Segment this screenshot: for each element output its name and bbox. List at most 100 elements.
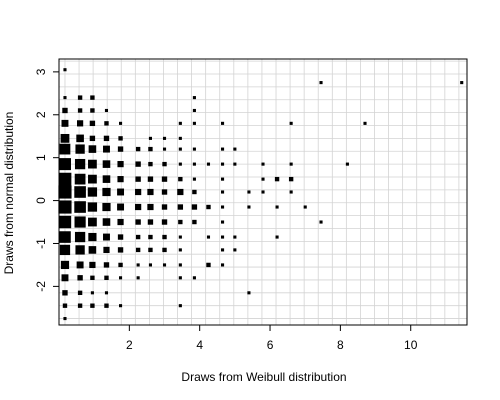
x-tick-label: 8 [337, 338, 344, 352]
data-point [345, 162, 349, 166]
data-point [221, 263, 225, 267]
data-point [117, 247, 124, 253]
data-point [162, 247, 167, 253]
grid-lines [59, 59, 467, 325]
data-point [192, 147, 196, 151]
data-point [75, 245, 85, 255]
data-point [192, 121, 196, 125]
data-point [192, 219, 197, 225]
data-point [221, 205, 225, 209]
data-point [192, 177, 196, 181]
data-point [90, 291, 94, 295]
data-point [74, 158, 86, 170]
data-point [275, 205, 279, 209]
data-point [233, 248, 237, 252]
data-point [90, 303, 95, 308]
data-point [74, 201, 86, 213]
data-point [89, 135, 96, 142]
data-point [161, 219, 168, 225]
data-point [274, 176, 280, 182]
data-point [178, 136, 182, 140]
y-tick-label: 3 [34, 68, 48, 75]
data-point [117, 176, 124, 183]
data-point [77, 303, 83, 308]
data-point [135, 188, 142, 196]
data-point [104, 121, 109, 126]
data-point [88, 145, 97, 153]
data-points [58, 68, 464, 321]
data-point [221, 162, 225, 166]
data-point [104, 108, 109, 113]
data-point [88, 217, 97, 227]
data-point [59, 143, 71, 155]
data-point [77, 95, 83, 100]
data-point [60, 260, 70, 270]
data-point [59, 231, 71, 243]
data-point [63, 68, 67, 72]
data-point [58, 200, 72, 214]
y-tick-label: 2 [34, 111, 48, 118]
data-point [61, 274, 69, 282]
x-tick-label: 6 [267, 338, 274, 352]
data-point [206, 162, 211, 166]
y-tick-label: 0 [34, 197, 48, 204]
data-point [74, 186, 86, 198]
data-point [363, 121, 367, 125]
data-point [192, 276, 196, 280]
data-point [87, 202, 98, 212]
data-point [221, 248, 225, 252]
data-point [135, 234, 141, 240]
data-point [62, 290, 68, 296]
data-point [104, 303, 109, 308]
data-point [63, 96, 67, 100]
data-point [135, 176, 141, 182]
data-point [136, 276, 140, 280]
data-point [74, 216, 86, 228]
data-point [117, 234, 124, 240]
x-tick-label: 2 [126, 338, 133, 352]
data-point [221, 147, 225, 151]
data-point [288, 176, 294, 182]
data-point [62, 107, 68, 114]
data-point [289, 162, 293, 166]
data-point [178, 263, 182, 267]
data-point [261, 177, 265, 181]
data-point [178, 235, 182, 239]
data-point [103, 246, 110, 254]
data-point [192, 96, 196, 100]
y-tick-label: -1 [34, 238, 48, 249]
data-point [88, 232, 97, 242]
data-point [261, 162, 265, 166]
data-point [221, 190, 225, 194]
data-point [148, 161, 153, 167]
data-point [178, 304, 182, 308]
data-point [460, 81, 464, 85]
data-point [117, 146, 124, 152]
data-point [178, 147, 182, 151]
data-point [61, 119, 69, 127]
data-point [192, 108, 196, 113]
data-point [88, 159, 97, 169]
data-point [247, 205, 251, 209]
y-tick-label: 1 [34, 154, 48, 161]
data-point [76, 261, 84, 269]
data-point [275, 235, 279, 239]
data-point [161, 204, 168, 210]
data-point [162, 234, 167, 240]
data-point [88, 246, 97, 254]
data-point [221, 121, 225, 125]
x-tick-label: 10 [404, 338, 418, 352]
data-point [77, 120, 84, 127]
data-point [178, 276, 182, 280]
data-point [221, 220, 225, 224]
data-point [60, 133, 70, 143]
data-point [192, 162, 196, 166]
y-axis: -2 -1 0 1 2 3 [34, 68, 59, 292]
data-point [90, 275, 95, 280]
x-tick-label: 4 [196, 338, 203, 352]
data-point [178, 162, 182, 166]
data-point [103, 233, 110, 241]
data-point [162, 136, 167, 140]
data-point [233, 147, 237, 151]
